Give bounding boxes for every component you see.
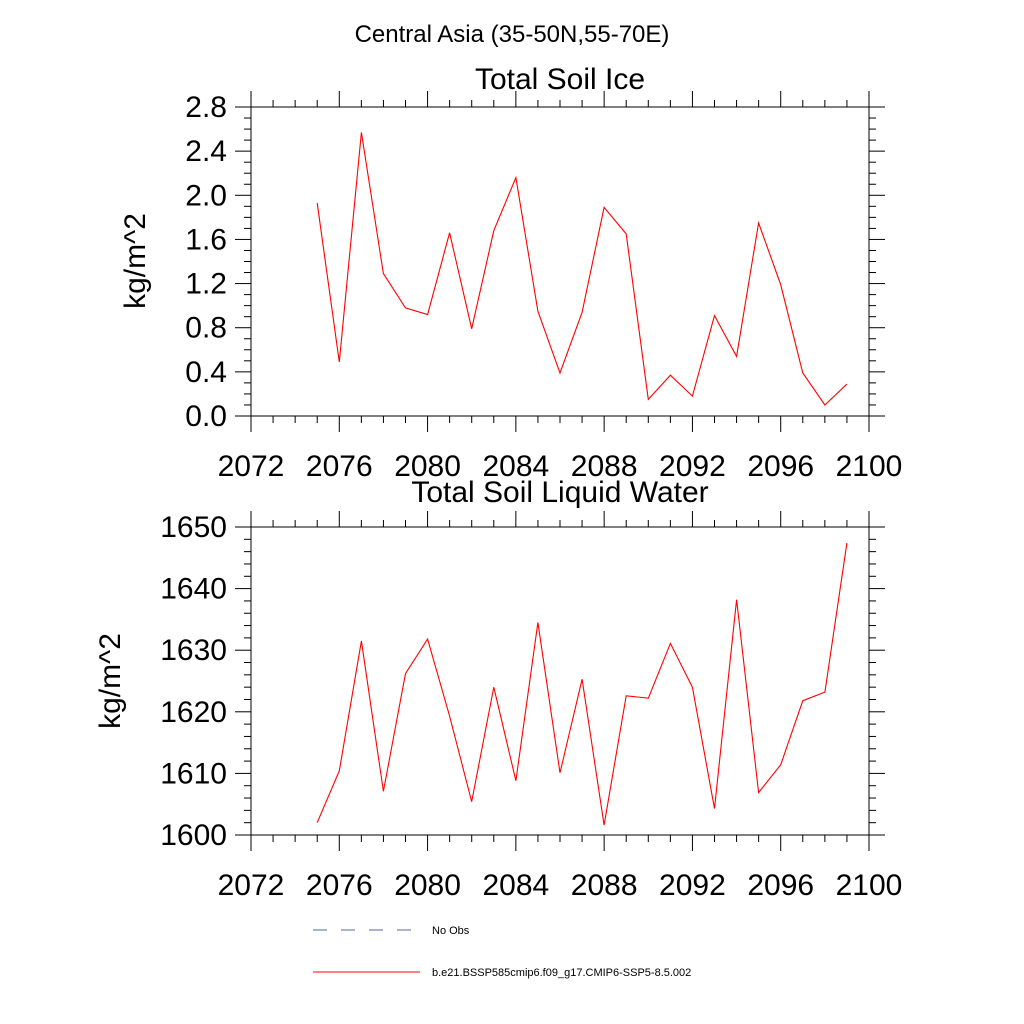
x-tick-label: 2076 [306,450,373,483]
y-tick-label: 1.6 [185,223,227,256]
x-tick-label: 2084 [482,869,549,902]
y-tick-label: 1620 [160,696,227,729]
x-axis: 2072 2076 2080 2084 2088 2092 2096 2100 [218,91,903,483]
x-tick-label: 2084 [482,450,549,483]
x-axis: 2072 2076 2080 2084 2088 2092 2096 2100 [218,511,903,902]
x-tick-label: 2096 [747,450,814,483]
x-tick-label: 2100 [836,450,903,483]
series-layer [316,132,848,406]
legend: No Obs b.e21.BSSP585cmip6.f09_g17.CMIP6-… [313,925,691,979]
x-tick-label: 2100 [836,869,903,902]
y-axis: 0.0 0.4 0.8 1.2 1.6 2.0 2.4 2.8 [185,91,885,433]
y-tick-label: 1610 [160,757,227,790]
legend-label-model: b.e21.BSSP585cmip6.f09_g17.CMIP6-SSP5-8.… [432,967,691,979]
y-axis-label: kg/m^2 [119,213,152,309]
plot-frame [250,106,870,417]
x-tick-label: 2072 [218,450,285,483]
y-tick-label: 2.8 [185,91,227,124]
panel-title: Total Soil Ice [475,63,645,96]
x-tick-label: 2088 [571,869,638,902]
panel-title: Total Soil Liquid Water [411,476,708,509]
y-tick-label: 1630 [160,634,227,667]
x-tick-label: 2072 [218,869,285,902]
y-tick-label: 0.4 [185,356,227,389]
y-tick-label: 1640 [160,573,227,606]
x-tick-label: 2080 [394,450,461,483]
panel-soil-liquid-water: Total Soil Liquid Water kg/m^2 2072 2076 2… [94,476,902,902]
series-layer [316,542,848,826]
x-tick-label: 2076 [306,869,373,902]
y-tick-label: 1650 [160,511,227,544]
series-line [316,132,848,406]
series-line [316,542,848,826]
y-tick-label: 2.4 [185,135,227,168]
figure-suptitle: Central Asia (35-50N,55-70E) [355,21,670,48]
y-axis: 1600 1610 1620 1630 1640 1650 [160,511,885,852]
y-tick-label: 1.2 [185,268,227,301]
y-tick-label: 2.0 [185,179,227,212]
plot-frame [250,526,870,836]
x-tick-label: 2092 [659,450,726,483]
panel-soil-ice: Total Soil Ice kg/m^2 2072 2076 2080 2084 20… [119,63,902,483]
legend-label-no-obs: No Obs [432,925,470,937]
x-tick-label: 2092 [659,869,726,902]
y-axis-label: kg/m^2 [94,633,127,729]
y-tick-label: 1600 [160,819,227,852]
x-tick-label: 2080 [394,869,461,902]
y-tick-label: 0.0 [185,400,227,433]
x-tick-label: 2088 [571,450,638,483]
x-tick-label: 2096 [747,869,814,902]
y-tick-label: 0.8 [185,312,227,345]
